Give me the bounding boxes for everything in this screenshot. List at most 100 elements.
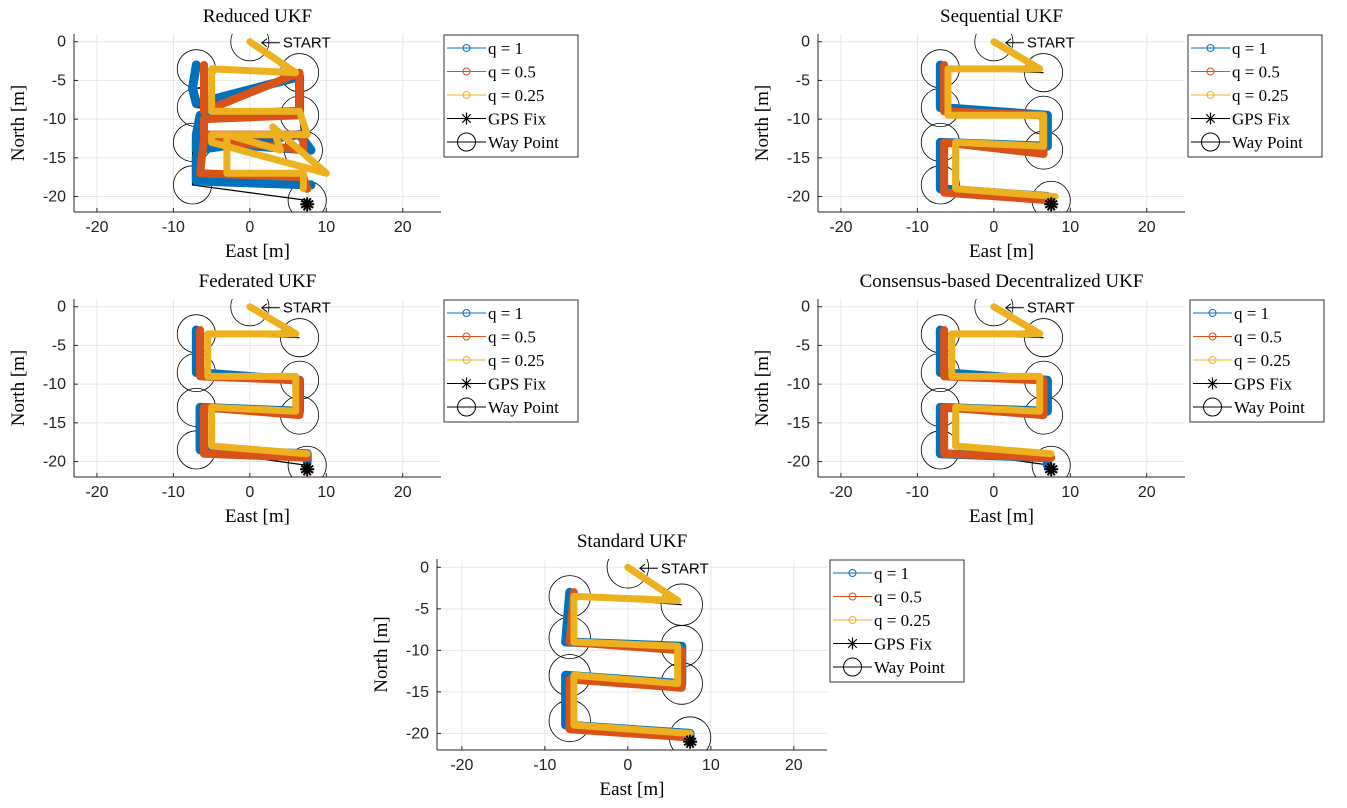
gps-fix-stroke — [683, 737, 697, 747]
legend-label: q = 0.25 — [1234, 351, 1290, 370]
y-tick-label: -10 — [406, 642, 429, 659]
legend-marker-1 — [462, 44, 471, 52]
legend-asterisk-icon — [461, 113, 472, 124]
x-axis-label: East [m] — [225, 241, 290, 262]
legend-label: Way Point — [1232, 133, 1303, 152]
legend-label: q = 1 — [1232, 39, 1267, 58]
series-line-2 — [940, 325, 1056, 462]
legend-label: q = 0.25 — [1232, 86, 1288, 105]
y-tick-label: -5 — [415, 601, 429, 618]
legend-marker-3 — [1208, 356, 1217, 364]
legend-box — [1189, 299, 1325, 423]
x-tick-label: 10 — [1061, 219, 1079, 236]
x-tick-label: 10 — [317, 219, 335, 236]
legend-label: q = 0.25 — [488, 351, 544, 370]
series-line-2 — [940, 60, 1056, 205]
start-label: START — [1027, 35, 1075, 52]
waypoint-circle — [230, 299, 270, 327]
legend-circle-icon — [843, 657, 862, 677]
y-tick-label: -20 — [406, 725, 429, 742]
y-tick-label: -15 — [787, 150, 810, 167]
legend-box — [829, 559, 965, 683]
gps-fix-stroke — [1044, 199, 1058, 209]
legend-marker-2 — [848, 592, 857, 601]
waypoint-circle — [1024, 53, 1064, 93]
x-axis-label: East [m] — [600, 779, 665, 800]
y-axis-label: North [m] — [8, 350, 29, 427]
gps-fix-marker — [683, 734, 698, 749]
y-tick-label: -10 — [787, 376, 810, 393]
y-tick-label: 0 — [57, 34, 66, 51]
legend-circle-icon — [457, 132, 476, 152]
x-tick-label: 10 — [317, 484, 335, 501]
chart-title: Consensus-based Decentralized UKF — [860, 271, 1144, 292]
legend: q = 1 q = 0.5 q = 0.25 GPS Fix Way Point — [1187, 34, 1323, 158]
legend-marker-1 — [1208, 309, 1217, 317]
gps-fix-marker — [300, 197, 315, 212]
y-tick-label: 0 — [801, 34, 810, 51]
chart-panel-5: -20 -10 0 10 20 0 -5 -10 -15 -20 East [m] North [m]… — [371, 531, 965, 800]
plot-area — [176, 299, 327, 477]
legend-label: q = 0.5 — [874, 588, 922, 607]
legend-label: GPS Fix — [1234, 375, 1293, 394]
legend-label: q = 0.5 — [488, 63, 536, 82]
waypoint-path — [569, 595, 691, 739]
waypoint-circle — [280, 318, 320, 358]
legend-label: q = 0.5 — [1232, 63, 1280, 82]
y-tick-label: -10 — [43, 376, 66, 393]
x-tick-label: -20 — [829, 484, 852, 501]
chart-panel-2: -20 -10 0 10 20 0 -5 -10 -15 -20 East [m] North [m]… — [752, 6, 1323, 262]
x-tick-label: 20 — [1138, 219, 1156, 236]
waypoint-circle — [974, 34, 1014, 62]
legend-label: q = 0.25 — [874, 611, 930, 630]
legend-marker-1 — [462, 309, 471, 317]
legend-asterisk-icon — [1205, 113, 1216, 124]
x-tick-label: -20 — [829, 219, 852, 236]
start-arrow-head — [639, 563, 646, 573]
series-line-3 — [570, 563, 694, 737]
legend-marker-3 — [1206, 91, 1215, 99]
legend-circle-icon — [457, 397, 476, 417]
series-line-3 — [208, 38, 330, 193]
chart-title: Federated UKF — [199, 271, 317, 292]
legend-box — [443, 34, 579, 158]
x-tick-label: 0 — [989, 219, 998, 236]
x-tick-label: 0 — [623, 757, 632, 774]
legend-marker-3 — [462, 356, 471, 364]
chart-title: Sequential UKF — [940, 6, 1063, 27]
x-tick-label: -20 — [85, 219, 108, 236]
legend-label: Way Point — [1234, 398, 1305, 417]
legend: q = 1 q = 0.5 q = 0.25 GPS Fix Way Point — [443, 34, 579, 158]
legend-marker-3 — [462, 91, 471, 99]
legend: q = 1 q = 0.5 q = 0.25 GPS Fix Way Point — [1189, 299, 1325, 423]
legend-label: q = 0.25 — [488, 86, 544, 105]
waypoint-circle — [230, 34, 270, 62]
start-arrow-head — [1005, 303, 1012, 313]
x-tick-label: 0 — [245, 219, 254, 236]
legend-marker-2 — [1206, 67, 1215, 76]
legend-circle-icon — [1201, 132, 1220, 152]
plot-area — [920, 299, 1071, 477]
legend-label: GPS Fix — [1232, 110, 1291, 129]
series-line-3 — [948, 303, 1055, 458]
x-tick-label: 0 — [245, 484, 254, 501]
plot-area — [920, 34, 1071, 212]
gps-fix-marker — [1044, 462, 1059, 477]
legend-label: q = 0.5 — [488, 328, 536, 347]
y-tick-label: -15 — [406, 684, 429, 701]
x-tick-label: 20 — [785, 757, 803, 774]
legend-label: q = 0.5 — [1234, 328, 1282, 347]
start-label: START — [283, 35, 331, 52]
y-tick-label: -20 — [787, 189, 810, 206]
x-tick-label: 20 — [394, 484, 412, 501]
x-tick-label: 20 — [394, 219, 412, 236]
y-tick-label: 0 — [57, 299, 66, 316]
y-axis-label: North [m] — [8, 85, 29, 162]
y-tick-label: -5 — [52, 72, 66, 89]
x-tick-label: -10 — [906, 484, 929, 501]
legend-label: q = 1 — [488, 304, 523, 323]
legend-asterisk-icon — [1207, 378, 1218, 389]
y-tick-label: -20 — [787, 454, 810, 471]
y-axis-label: North [m] — [752, 85, 773, 162]
